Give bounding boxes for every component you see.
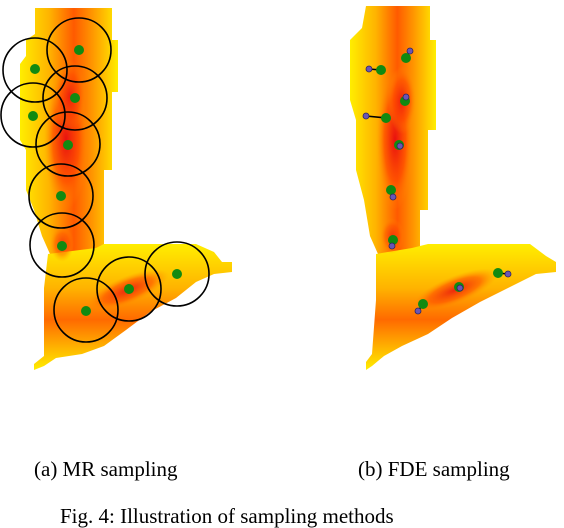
sample-point (63, 140, 73, 150)
panel-mr-sampling (0, 8, 232, 370)
sample-point (418, 299, 428, 309)
offset-point (402, 93, 410, 101)
heatmap-b (350, 6, 556, 370)
sampling-circle (144, 241, 210, 307)
offset-point (389, 193, 397, 201)
sample-point (57, 241, 67, 251)
offset-point (396, 142, 404, 150)
sample-point (172, 269, 182, 279)
sample-point (81, 306, 91, 316)
heatmap-horizontal-arm (366, 244, 556, 370)
sample-point (388, 235, 398, 245)
offset-point (456, 284, 464, 292)
sampling-circle (96, 256, 162, 322)
figure-caption: Fig. 4: Illustration of sampling methods (60, 504, 394, 528)
fde-offset-points (362, 47, 512, 315)
panel-b-caption: (b) FDE sampling (358, 457, 510, 481)
sample-point (70, 93, 80, 103)
offset-point (414, 307, 422, 315)
panel-fde-sampling (350, 6, 556, 370)
sample-point (386, 185, 396, 195)
sampling-circle (53, 277, 119, 343)
sampling-circle (28, 163, 94, 229)
panel-a-caption: (a) MR sampling (34, 457, 178, 481)
offset-point (406, 47, 414, 55)
sampling-circle (2, 37, 68, 103)
sampling-circle (35, 111, 101, 177)
sample-point (376, 65, 386, 75)
mr-circles (0, 17, 210, 343)
sample-point (124, 284, 134, 294)
sample-point (56, 191, 66, 201)
sampling-circle (0, 82, 66, 148)
sample-point (493, 268, 503, 278)
heatmap-a (20, 8, 232, 370)
offset-point (362, 112, 370, 120)
offset-point (504, 270, 512, 278)
offset-point (388, 242, 396, 250)
sample-point (30, 64, 40, 74)
sampling-circle (29, 212, 95, 278)
sampling-circle (42, 65, 108, 131)
offset-point (365, 65, 373, 73)
sample-point (74, 45, 84, 55)
sample-point (28, 111, 38, 121)
heatmap-horizontal-arm (34, 244, 232, 370)
sample-point (381, 113, 391, 123)
sample-point (401, 53, 411, 63)
mr-sample-points (28, 45, 182, 316)
sampling-circle (46, 17, 112, 83)
